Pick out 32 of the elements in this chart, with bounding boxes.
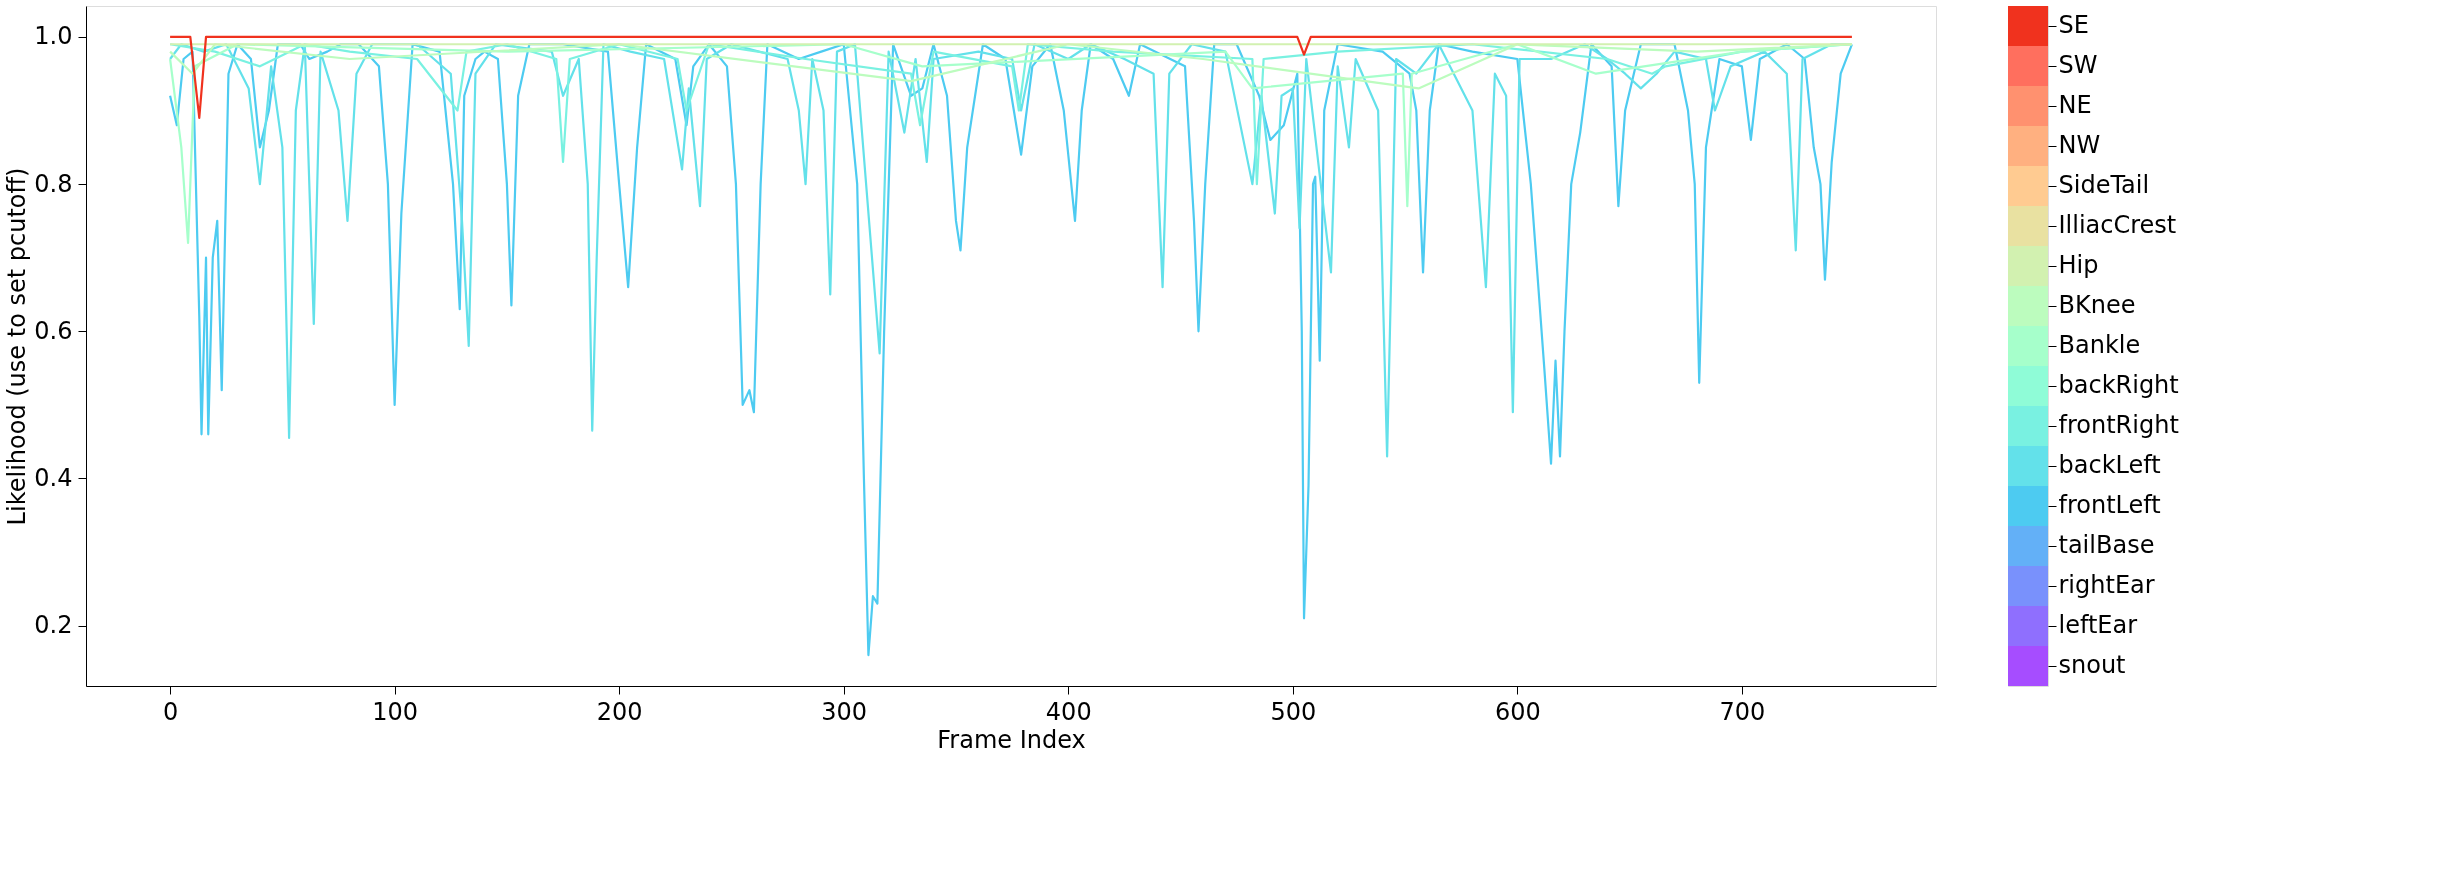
legend-label: NW bbox=[2058, 131, 2101, 159]
legend-label: snout bbox=[2058, 651, 2126, 679]
x-tick-label: 400 bbox=[1045, 697, 1092, 726]
legend-label: Hip bbox=[2058, 251, 2099, 279]
legend-label: rightEar bbox=[2058, 571, 2155, 599]
legend-label: backRight bbox=[2058, 371, 2179, 399]
x-axis-title: Frame Index bbox=[937, 725, 1086, 754]
y-tick-label: 1.0 bbox=[34, 22, 73, 51]
legend-label: NE bbox=[2058, 91, 2092, 119]
x-tick-label: 200 bbox=[596, 697, 643, 726]
y-tick-label: 0.2 bbox=[34, 611, 73, 640]
x-tick-label: 500 bbox=[1270, 697, 1317, 726]
legend-label: SideTail bbox=[2058, 171, 2150, 199]
legend-label: frontLeft bbox=[2058, 491, 2161, 519]
y-tick-label: 0.4 bbox=[34, 463, 73, 492]
x-tick-label: 100 bbox=[372, 697, 419, 726]
legend-label: tailBase bbox=[2058, 531, 2155, 559]
x-tick-label: 600 bbox=[1494, 697, 1541, 726]
y-axis-title: Likelihood (use to set pcutoff) bbox=[3, 167, 32, 526]
x-tick-label: 300 bbox=[821, 697, 868, 726]
legend-label: SW bbox=[2058, 51, 2098, 79]
legend-label: backLeft bbox=[2058, 451, 2161, 479]
legend-label: Bankle bbox=[2058, 331, 2141, 359]
legend-label: SE bbox=[2058, 11, 2089, 39]
x-tick-label: 700 bbox=[1719, 697, 1766, 726]
y-tick-label: 0.8 bbox=[34, 169, 73, 198]
legend-label: leftEar bbox=[2058, 611, 2138, 639]
legend-label: IlliacCrest bbox=[2058, 211, 2177, 239]
y-tick-label: 0.6 bbox=[34, 316, 73, 345]
legend-label: BKnee bbox=[2058, 291, 2136, 319]
legend-label: frontRight bbox=[2058, 411, 2179, 439]
x-tick-label: 0 bbox=[162, 697, 179, 726]
